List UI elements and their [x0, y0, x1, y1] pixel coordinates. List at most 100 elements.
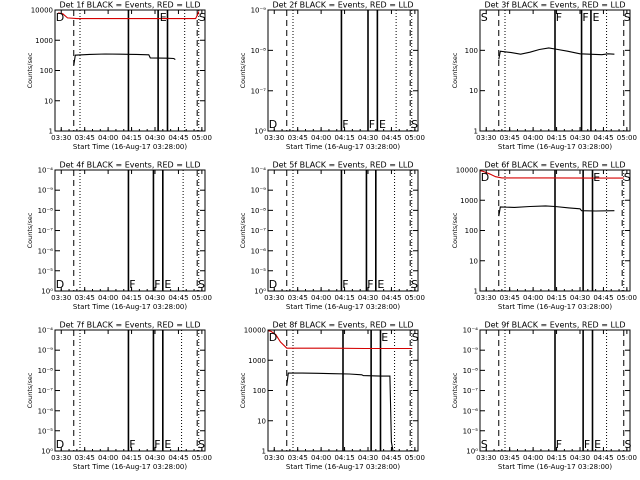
x-tick-label: 04:45: [381, 134, 401, 142]
event-lines: [286, 170, 413, 291]
x-tick-label: 04:15: [546, 134, 566, 142]
y-axis-label: Counts/sec: [26, 212, 34, 248]
panel-det-1f: Det 1f BLACK = Events, RED = LLD 03:30 03:…: [26, 1, 212, 152]
x-tick-label: 04:15: [121, 294, 141, 302]
x-tick-label: 05:00: [617, 134, 637, 142]
x-tick-label: 04:30: [145, 294, 165, 302]
plot-frame: [54, 169, 206, 292]
x-tick-label: 03:45: [288, 454, 308, 462]
event-marker-d: D: [269, 118, 277, 131]
x-tick-label: 04:15: [334, 294, 354, 302]
panel-det-8f: Det 8f BLACK = Events, RED = LLD 03:30 03:…: [239, 321, 425, 472]
x-tick-label: 04:30: [358, 454, 378, 462]
x-axis-label: Start Time (16-Aug-17 03:28:00): [73, 463, 187, 471]
x-tick-label: 04:30: [358, 294, 378, 302]
y-tick-label: 100: [40, 67, 53, 75]
event-marker-f: F: [154, 278, 160, 291]
y-tick-label: 10⁻⁷: [251, 87, 267, 95]
y-tick-label: 1: [262, 448, 266, 456]
y-tick-label: 10: [44, 97, 53, 105]
event-marker-s: S: [198, 438, 205, 451]
y-axis-label: Counts/sec: [26, 372, 34, 408]
y-tick-label: 10⁻⁶: [38, 247, 54, 255]
x-tick-label: 05:00: [617, 454, 637, 462]
y-tick-label: 10000: [31, 7, 53, 15]
x-tick-label: 03:30: [51, 134, 71, 142]
y-tick-label: 10⁰: [466, 448, 478, 456]
events-series-line: [73, 53, 176, 66]
x-tick-label: 04:00: [311, 294, 331, 302]
panel-det-4f: Det 4f BLACK = Events, RED = LLD 03:30 03:…: [26, 161, 212, 312]
event-marker-s: S: [624, 11, 631, 24]
x-axis-label: Start Time (16-Aug-17 03:28:00): [498, 143, 612, 151]
y-axis-label: Counts/sec: [451, 212, 459, 248]
x-axis-label: Start Time (16-Aug-17 03:28:00): [73, 303, 187, 311]
y-tick-label: 10⁻⁸: [38, 207, 54, 215]
x-tick-label: 03:30: [476, 294, 496, 302]
y-tick-label: 10⁻⁵: [463, 427, 479, 435]
x-tick-label: 04:30: [145, 454, 165, 462]
x-tick-label: 04:00: [98, 454, 118, 462]
y-axis-label: Counts/sec: [451, 52, 459, 88]
plot-frame: [54, 329, 206, 452]
plot-frame: [54, 9, 206, 132]
y-tick-label: 10⁻⁵: [38, 427, 54, 435]
event-marker-d: D: [481, 171, 489, 184]
y-tick-label: 10⁻⁷: [38, 227, 54, 235]
y-tick-label: 10000: [456, 167, 478, 175]
x-tick-label: 03:30: [264, 134, 284, 142]
y-tick-label: 100: [465, 47, 478, 55]
y-axis-label: Counts/sec: [239, 372, 247, 408]
y-tick-label: 1: [49, 128, 53, 136]
y-tick-label: 100: [465, 227, 478, 235]
event-marker-f: F: [129, 278, 135, 291]
y-tick-label: 10⁻⁷: [251, 227, 267, 235]
y-tick-label: 10⁰: [41, 448, 53, 456]
y-tick-label: 10: [257, 417, 266, 425]
event-marker-e: E: [377, 278, 384, 291]
y-tick-label: 10⁰: [254, 288, 266, 296]
y-tick-label: 10⁻⁹: [38, 347, 54, 355]
x-axis-label: Start Time (16-Aug-17 03:28:00): [73, 143, 187, 151]
x-tick-label: 04:15: [121, 134, 141, 142]
x-tick-label: 04:30: [570, 134, 590, 142]
x-tick-label: 04:30: [145, 134, 165, 142]
event-marker-f: F: [342, 278, 348, 291]
panel-det-6f: Det 6f BLACK = Events, RED = LLD 03:30 03:…: [451, 161, 637, 312]
x-tick-label: 04:15: [121, 454, 141, 462]
event-marker-d: D: [56, 278, 64, 291]
x-tick-label: 05:00: [192, 454, 212, 462]
x-tick-label: 04:15: [334, 454, 354, 462]
x-tick-label: 03:30: [51, 294, 71, 302]
x-tick-label: 04:45: [381, 294, 401, 302]
event-lines: [73, 330, 200, 451]
y-tick-label: 10⁻⁹: [38, 187, 54, 195]
y-tick-label: 10⁻⁶: [463, 407, 479, 415]
x-tick-label: 03:45: [75, 454, 95, 462]
panel-title: Det 1f BLACK = Events, RED = LLD: [59, 1, 200, 10]
x-tick-label: 04:30: [570, 294, 590, 302]
event-marker-f: F: [556, 438, 562, 451]
x-tick-label: 03:30: [476, 454, 496, 462]
panel-title: Det 5f BLACK = Events, RED = LLD: [272, 161, 413, 170]
x-tick-label: 03:45: [75, 134, 95, 142]
panel-title: Det 8f BLACK = Events, RED = LLD: [272, 321, 413, 330]
y-tick-label: 10⁻⁸: [463, 367, 479, 375]
y-tick-label: 10⁻⁵: [251, 267, 267, 275]
y-tick-label: 10⁻⁴: [38, 327, 54, 335]
plot-frame: [267, 9, 419, 132]
event-marker-e: E: [164, 278, 171, 291]
y-axis-label: Counts/sec: [239, 212, 247, 248]
y-tick-label: 1: [474, 288, 478, 296]
event-lines: [498, 170, 625, 291]
event-marker-s: S: [412, 331, 419, 344]
event-lines: [286, 330, 413, 451]
event-marker-e: E: [160, 11, 167, 24]
event-marker-e: E: [164, 438, 171, 451]
x-tick-label: 04:00: [523, 454, 543, 462]
x-tick-label: 05:00: [405, 454, 425, 462]
event-marker-s: S: [481, 11, 488, 24]
y-tick-label: 1000: [460, 197, 478, 205]
x-tick-label: 05:00: [405, 294, 425, 302]
